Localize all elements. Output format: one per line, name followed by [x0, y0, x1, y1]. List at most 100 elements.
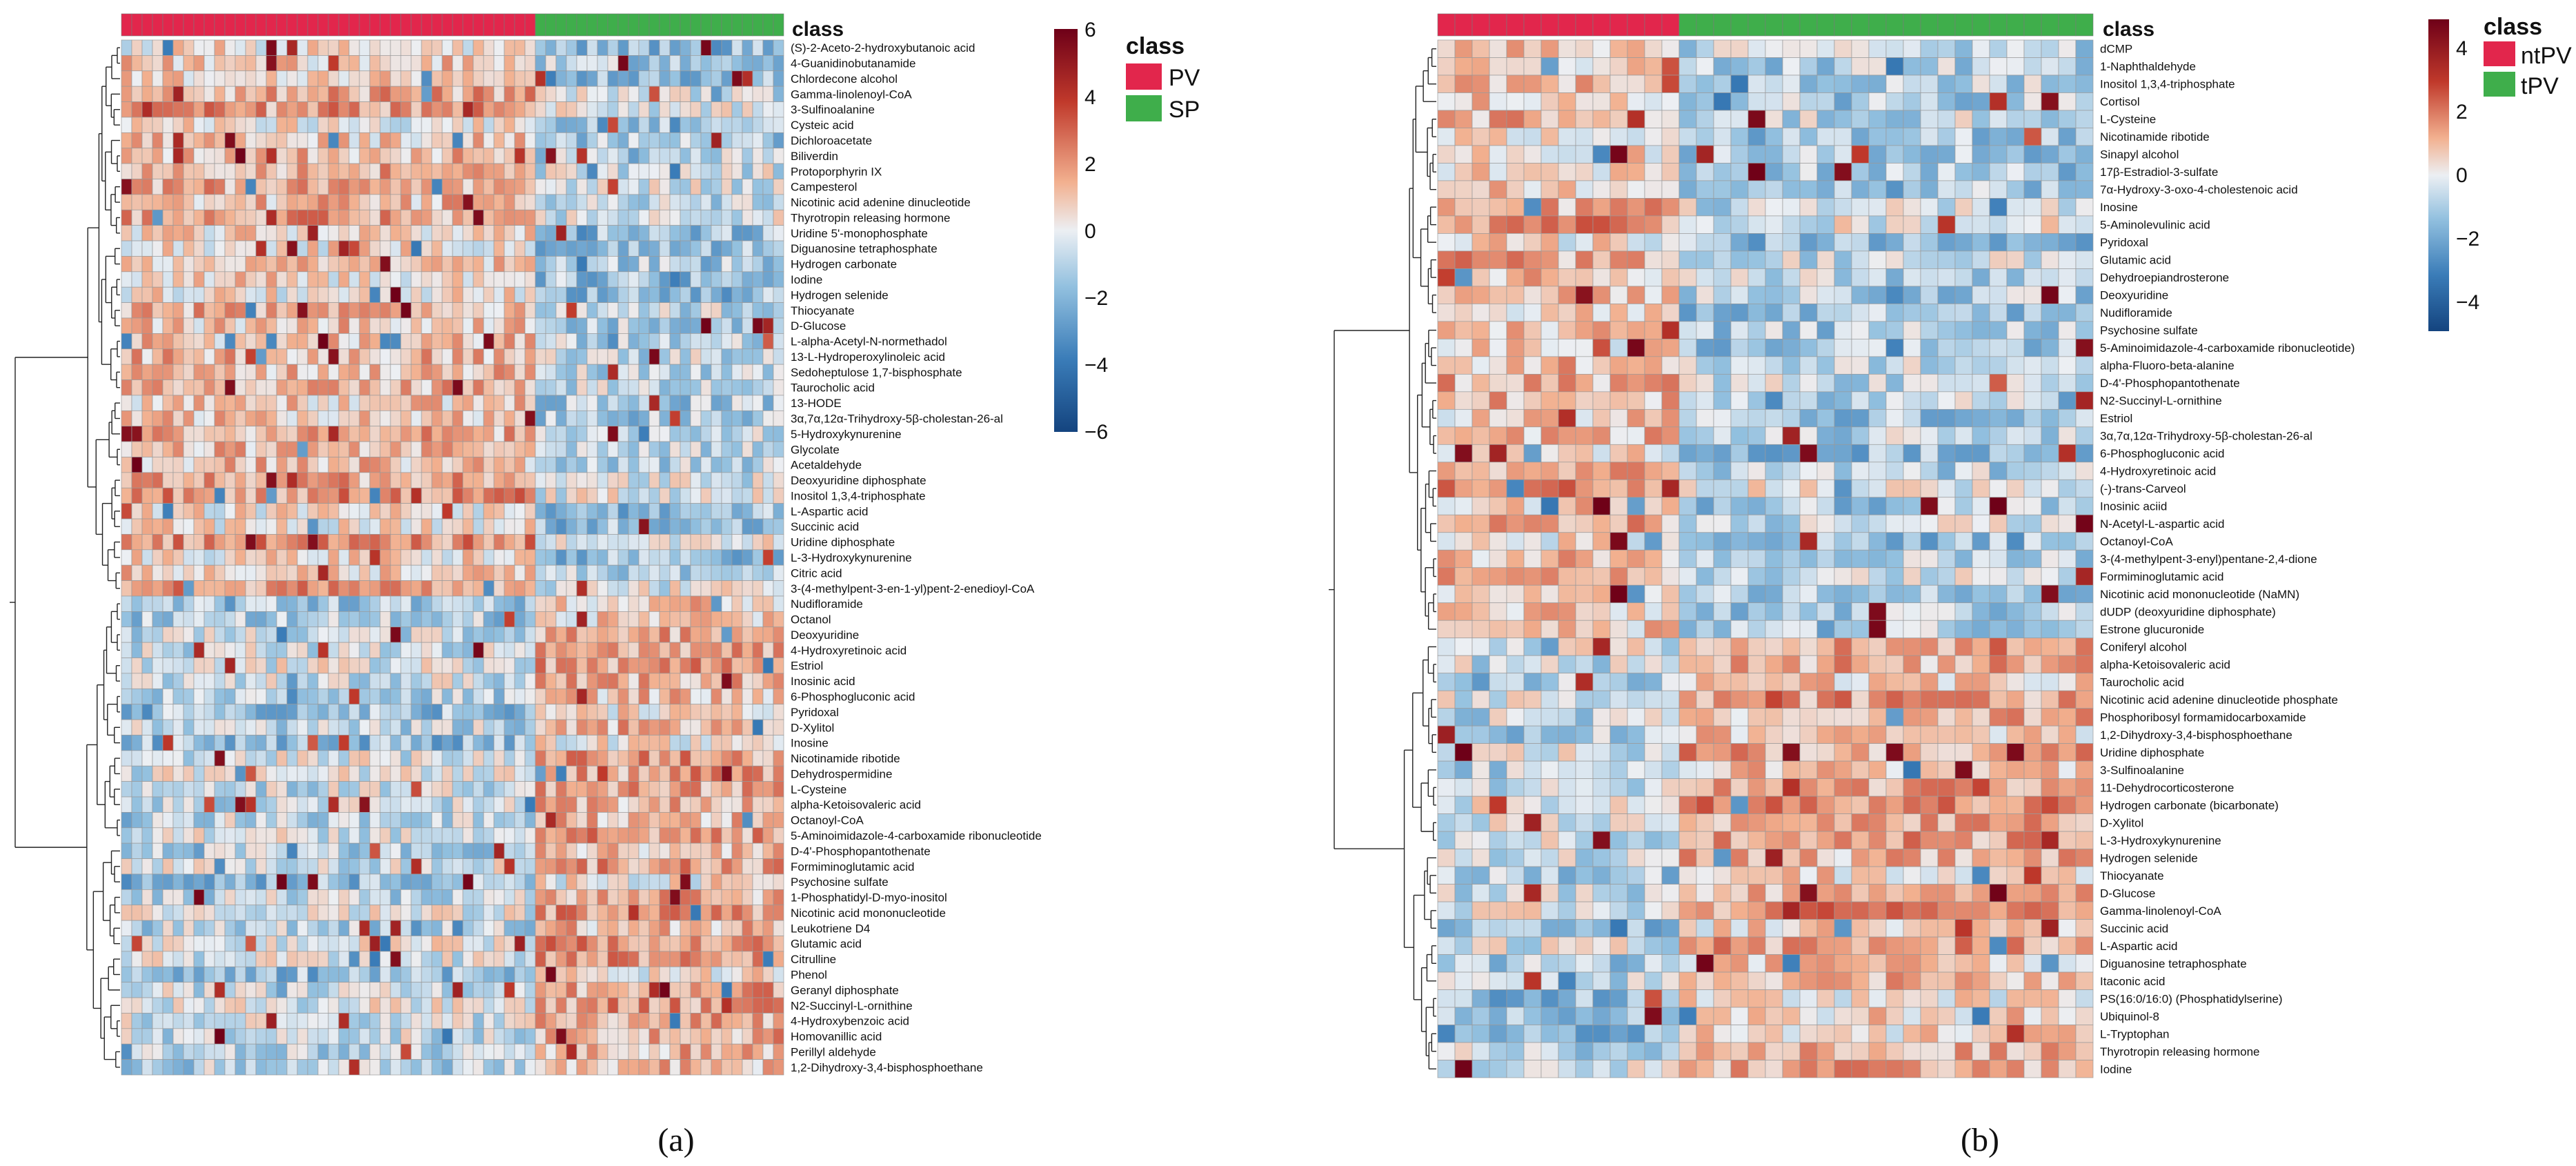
heatmap-cell	[535, 487, 546, 504]
heatmap-cell	[1523, 75, 1542, 93]
heatmap-cell	[390, 302, 402, 319]
heatmap-cell	[338, 842, 350, 859]
heatmap-cell	[504, 225, 515, 241]
heatmap-cell	[276, 580, 288, 597]
heatmap-cell	[700, 626, 712, 643]
class-annotation-cell-tpv	[1799, 13, 1818, 37]
heatmap-cell	[514, 194, 526, 210]
heatmap-cell	[214, 132, 226, 149]
heatmap-cell	[317, 873, 329, 890]
heatmap-cell	[442, 70, 453, 87]
heatmap-cell	[317, 765, 329, 782]
heatmap-cell	[493, 286, 505, 303]
heatmap-cell	[566, 256, 577, 273]
heatmap-cell	[669, 889, 681, 906]
heatmap-cell	[659, 997, 671, 1014]
heatmap-cell	[255, 827, 267, 844]
heatmap-cell	[473, 55, 484, 72]
heatmap-cell	[462, 240, 474, 257]
heatmap-cell	[742, 163, 753, 179]
heatmap-cell	[762, 70, 774, 87]
heatmap-cell	[752, 70, 764, 87]
heatmap-cell	[276, 302, 288, 319]
heatmap-cell	[245, 148, 257, 164]
heatmap-cell	[690, 441, 702, 457]
heatmap-cell	[348, 518, 360, 535]
heatmap-cell	[452, 750, 464, 767]
heatmap-cell	[773, 194, 784, 210]
heatmap-cell	[307, 1043, 319, 1060]
heatmap-cell	[504, 750, 515, 767]
heatmap-cell	[566, 441, 577, 457]
heatmap-cell	[379, 781, 391, 798]
heatmap-cell	[214, 472, 226, 488]
heatmap-cell	[172, 982, 184, 998]
heatmap-cell	[659, 503, 671, 520]
heatmap-cell	[514, 765, 526, 782]
heatmap-cell	[711, 179, 722, 195]
heatmap-cell	[297, 673, 308, 689]
heatmap-cell	[307, 518, 319, 535]
heatmap-cell	[493, 842, 505, 859]
heatmap-cell	[421, 101, 433, 118]
heatmap-cell	[390, 704, 402, 720]
heatmap-cell	[121, 163, 132, 179]
heatmap-cell	[514, 487, 526, 504]
heatmap-cell	[555, 564, 567, 581]
heatmap-cell	[711, 302, 722, 319]
heatmap-cell	[255, 39, 267, 56]
heatmap-cell	[421, 595, 433, 612]
heatmap-cell	[524, 873, 536, 890]
heatmap-cell	[431, 812, 443, 829]
heatmap-cell	[1575, 92, 1594, 111]
heatmap-cell	[152, 796, 164, 813]
heatmap-cell	[141, 951, 153, 967]
heatmap-cell	[597, 457, 608, 473]
heatmap-cell	[431, 441, 443, 457]
heatmap-cell	[410, 163, 422, 179]
heatmap-cell	[152, 225, 164, 241]
heatmap-cell	[648, 812, 660, 829]
heatmap-cell	[493, 595, 505, 612]
heatmap-cell	[524, 426, 536, 442]
heatmap-cell	[162, 1043, 174, 1060]
heatmap-cell	[141, 379, 153, 396]
heatmap-cell	[338, 1013, 350, 1029]
heatmap-cell	[152, 132, 164, 149]
class-annotation-cell-pv	[462, 13, 474, 37]
heatmap-cell	[514, 936, 526, 952]
heatmap-cell	[690, 642, 702, 658]
heatmap-cell	[400, 194, 412, 210]
heatmap-cell	[369, 518, 381, 535]
heatmap-cell	[638, 518, 650, 535]
heatmap-cell	[390, 132, 402, 149]
heatmap-cell	[193, 163, 205, 179]
heatmap-cell	[576, 101, 588, 118]
heatmap-cell	[359, 842, 370, 859]
heatmap-cell	[669, 936, 681, 952]
heatmap-cell	[514, 117, 526, 133]
heatmap-cell	[255, 503, 267, 520]
heatmap-cell	[576, 564, 588, 581]
heatmap-cell	[141, 580, 153, 597]
heatmap-cell	[545, 719, 557, 735]
heatmap-cell	[628, 951, 640, 967]
heatmap-cell	[204, 704, 215, 720]
heatmap-cell	[1540, 75, 1559, 93]
class-annotation-cell-sp	[648, 13, 660, 37]
heatmap-cell	[307, 982, 319, 998]
heatmap-cell	[493, 873, 505, 890]
heatmap-cell	[483, 812, 495, 829]
heatmap-cell	[607, 812, 619, 829]
heatmap-cell	[493, 564, 505, 581]
heatmap-cell	[700, 827, 712, 844]
heatmap-cell	[1903, 39, 1921, 58]
heatmap-cell	[742, 457, 753, 473]
heatmap-cell	[141, 1043, 153, 1060]
heatmap-cell	[121, 873, 132, 890]
heatmap-cell	[162, 39, 174, 56]
heatmap-cell	[224, 395, 236, 411]
heatmap-cell	[183, 719, 195, 735]
heatmap-cell	[659, 920, 671, 936]
heatmap-cell	[400, 688, 412, 705]
